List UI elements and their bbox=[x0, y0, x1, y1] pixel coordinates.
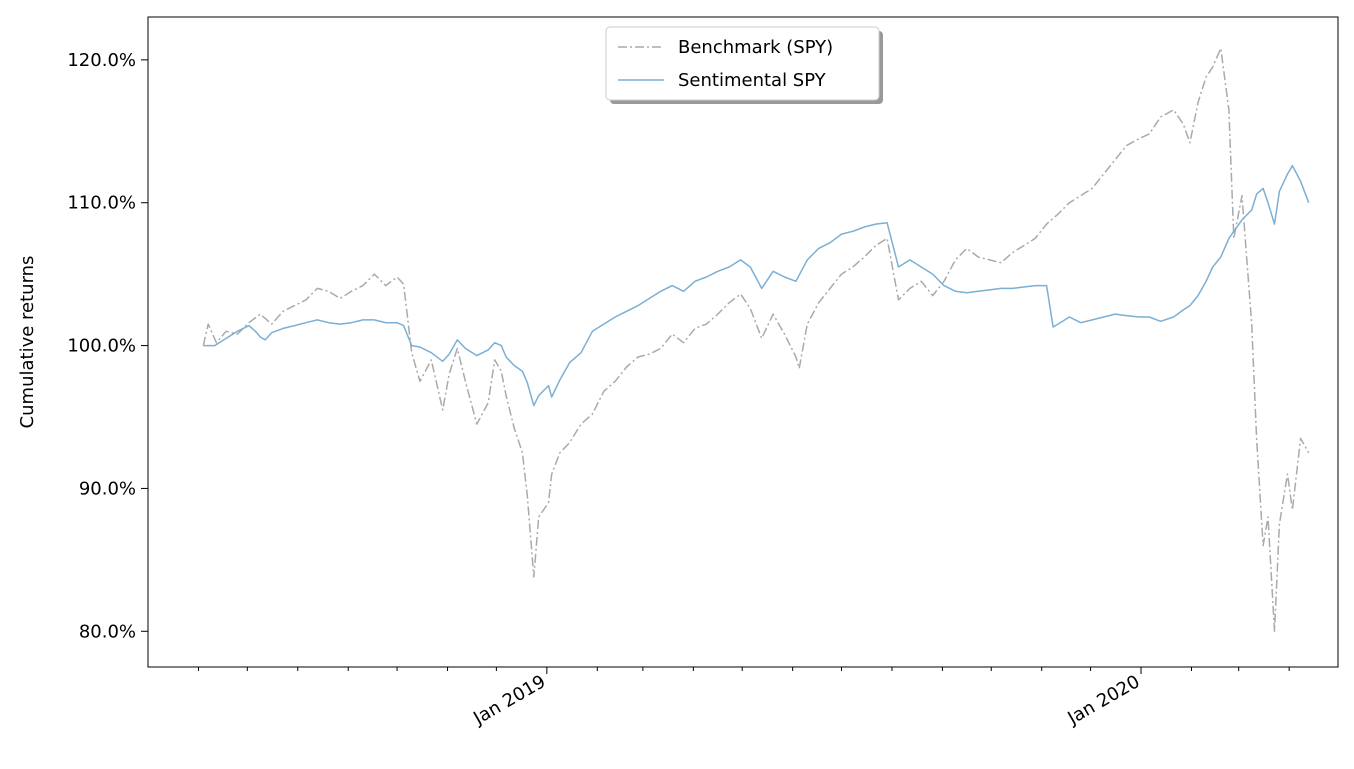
y-axis-label: Cumulative returns bbox=[17, 256, 38, 429]
x-tick-label: Jan 2020 bbox=[1063, 671, 1143, 729]
legend-box bbox=[605, 26, 880, 101]
y-tick-label: 80.0% bbox=[79, 621, 136, 642]
y-tick-label: 120.0% bbox=[67, 50, 136, 71]
x-axis: Jan 2019 Jan 2020 bbox=[197, 667, 1290, 729]
y-axis: 80.0% 90.0% 100.0% 110.0% 120.0% bbox=[67, 50, 148, 642]
legend-label: Sentimental SPY bbox=[678, 70, 827, 91]
y-tick-label: 90.0% bbox=[79, 478, 136, 499]
y-tick-label: 110.0% bbox=[67, 193, 136, 214]
plot-area bbox=[202, 47, 1310, 633]
series-line-benchmark-spy bbox=[202, 47, 1310, 633]
plot-frame bbox=[147, 16, 1339, 668]
legend-label: Benchmark (SPY) bbox=[678, 37, 833, 58]
series-line-sentimental-spy bbox=[203, 164, 1310, 407]
x-tick-label: Jan 2019 bbox=[469, 671, 549, 729]
legend: Benchmark (SPY) Sentimental SPY bbox=[605, 26, 883, 104]
y-tick-label: 100.0% bbox=[67, 336, 136, 357]
